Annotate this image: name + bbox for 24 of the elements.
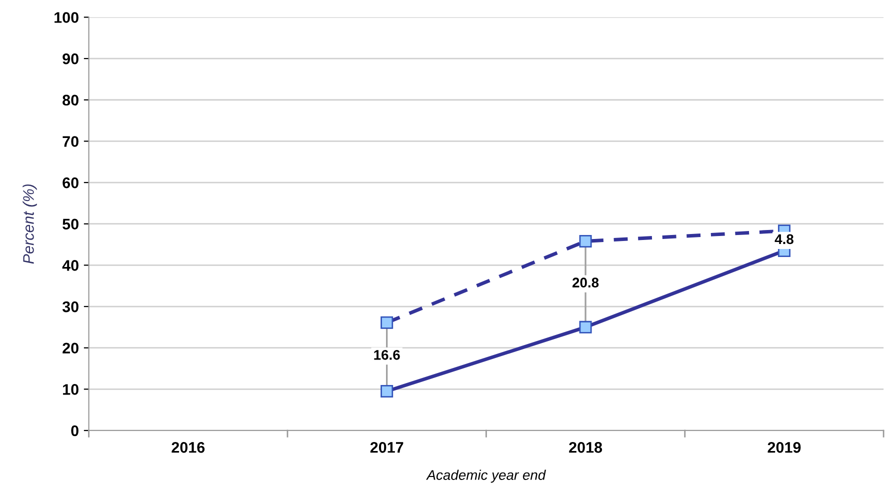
point (579, 320, 592, 334)
annotation: 4.8 (774, 234, 794, 244)
y-tick-label: 60 (62, 177, 78, 188)
x-tick-label: 2019 (768, 442, 801, 453)
y-tick-label: 40 (62, 260, 78, 271)
x-tick-label: 2017 (370, 442, 404, 453)
x-tick-label: 2018 (569, 442, 602, 453)
point (380, 384, 394, 398)
y-tick-label: 90 (62, 53, 78, 64)
y-tick-label: 0 (71, 425, 78, 436)
y-tick-label: 20 (62, 342, 78, 354)
annotation: 20.8 (572, 278, 599, 288)
y-tick-label: 50 (62, 218, 78, 230)
y-tick-label: 80 (62, 94, 78, 106)
y-tick-label: 70 (62, 136, 78, 147)
point (380, 316, 394, 329)
y-tick-label: 10 (63, 384, 78, 395)
y-tick-label: 30 (62, 301, 78, 312)
x-axis-title: Academic year end (426, 470, 546, 483)
annotation: 16.6 (374, 350, 400, 360)
x-tick-label: 2016 (172, 442, 205, 453)
y-tick-label: 100 (54, 12, 78, 23)
point (579, 234, 592, 248)
y-axis-title: Percent (%) (22, 184, 37, 264)
